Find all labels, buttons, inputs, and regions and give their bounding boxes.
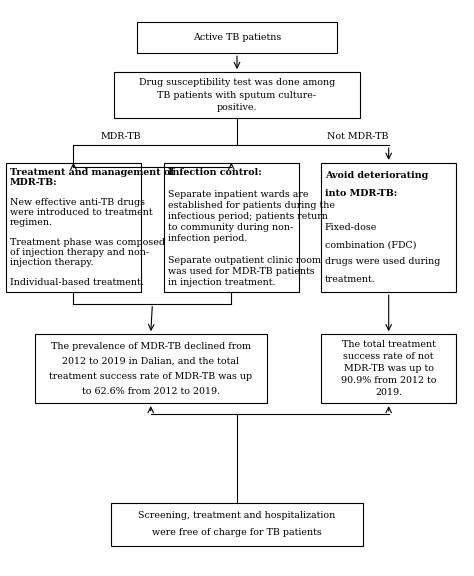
- Text: success rate of not: success rate of not: [344, 352, 434, 361]
- Bar: [321, 162, 456, 293]
- Text: Screening, treatment and hospitalization: Screening, treatment and hospitalization: [138, 511, 336, 520]
- Text: established for patients during the: established for patients during the: [168, 201, 335, 210]
- Text: treatment.: treatment.: [325, 275, 376, 283]
- Text: were free of charge for TB patients: were free of charge for TB patients: [152, 528, 322, 537]
- Text: MDR-TB was up to: MDR-TB was up to: [344, 364, 434, 373]
- Text: Active TB patietns: Active TB patietns: [193, 33, 281, 42]
- Text: of injection therapy and non-: of injection therapy and non-: [10, 248, 149, 257]
- Text: Individual-based treatment.: Individual-based treatment.: [10, 278, 144, 287]
- Text: were introduced to treatment: were introduced to treatment: [10, 208, 152, 217]
- Text: to 62.6% from 2012 to 2019.: to 62.6% from 2012 to 2019.: [82, 386, 220, 396]
- Bar: [321, 334, 456, 403]
- Bar: [6, 162, 141, 293]
- Text: regimen.: regimen.: [10, 218, 53, 227]
- Text: 90.9% from 2012 to: 90.9% from 2012 to: [341, 376, 437, 385]
- Text: Treatment and management of: Treatment and management of: [10, 168, 174, 177]
- Text: injection therapy.: injection therapy.: [10, 258, 93, 267]
- Text: Separate inpatient wards are: Separate inpatient wards are: [168, 190, 308, 199]
- Bar: [164, 162, 299, 293]
- Text: Infection control:: Infection control:: [168, 168, 261, 177]
- Text: treatment success rate of MDR-TB was up: treatment success rate of MDR-TB was up: [49, 372, 252, 381]
- Text: to community during non-: to community during non-: [168, 223, 293, 232]
- Text: infectious period; patients return: infectious period; patients return: [168, 212, 328, 221]
- Text: TB patients with sputum culture-: TB patients with sputum culture-: [157, 90, 317, 100]
- Text: infection period.: infection period.: [168, 234, 247, 243]
- Bar: [137, 21, 337, 54]
- Text: MDR-TB: MDR-TB: [100, 131, 141, 141]
- Bar: [35, 334, 267, 403]
- Bar: [114, 72, 360, 118]
- Text: Avoid deteriorating: Avoid deteriorating: [325, 172, 428, 180]
- Text: into MDR-TB:: into MDR-TB:: [325, 188, 397, 198]
- Bar: [111, 502, 363, 546]
- Text: drugs were used during: drugs were used during: [325, 257, 440, 267]
- Text: Not MDR-TB: Not MDR-TB: [327, 131, 389, 141]
- Text: Fixed-dose: Fixed-dose: [325, 223, 377, 232]
- Text: in injection treatment.: in injection treatment.: [168, 278, 275, 287]
- Text: The total treatment: The total treatment: [342, 340, 436, 349]
- Text: was used for MDR-TB patients: was used for MDR-TB patients: [168, 267, 314, 276]
- Text: Separate outpatient clinic room: Separate outpatient clinic room: [168, 256, 320, 265]
- Text: positive.: positive.: [217, 103, 257, 112]
- Text: Drug susceptibility test was done among: Drug susceptibility test was done among: [139, 78, 335, 87]
- Text: combination (FDC): combination (FDC): [325, 240, 417, 249]
- Text: 2019.: 2019.: [375, 388, 402, 397]
- Text: 2012 to 2019 in Dalian, and the total: 2012 to 2019 in Dalian, and the total: [62, 357, 239, 366]
- Text: The prevalence of MDR-TB declined from: The prevalence of MDR-TB declined from: [51, 342, 251, 351]
- Text: MDR-TB:: MDR-TB:: [10, 178, 57, 187]
- Text: New effective anti-TB drugs: New effective anti-TB drugs: [10, 198, 145, 207]
- Text: Treatment phase was composed: Treatment phase was composed: [10, 238, 165, 247]
